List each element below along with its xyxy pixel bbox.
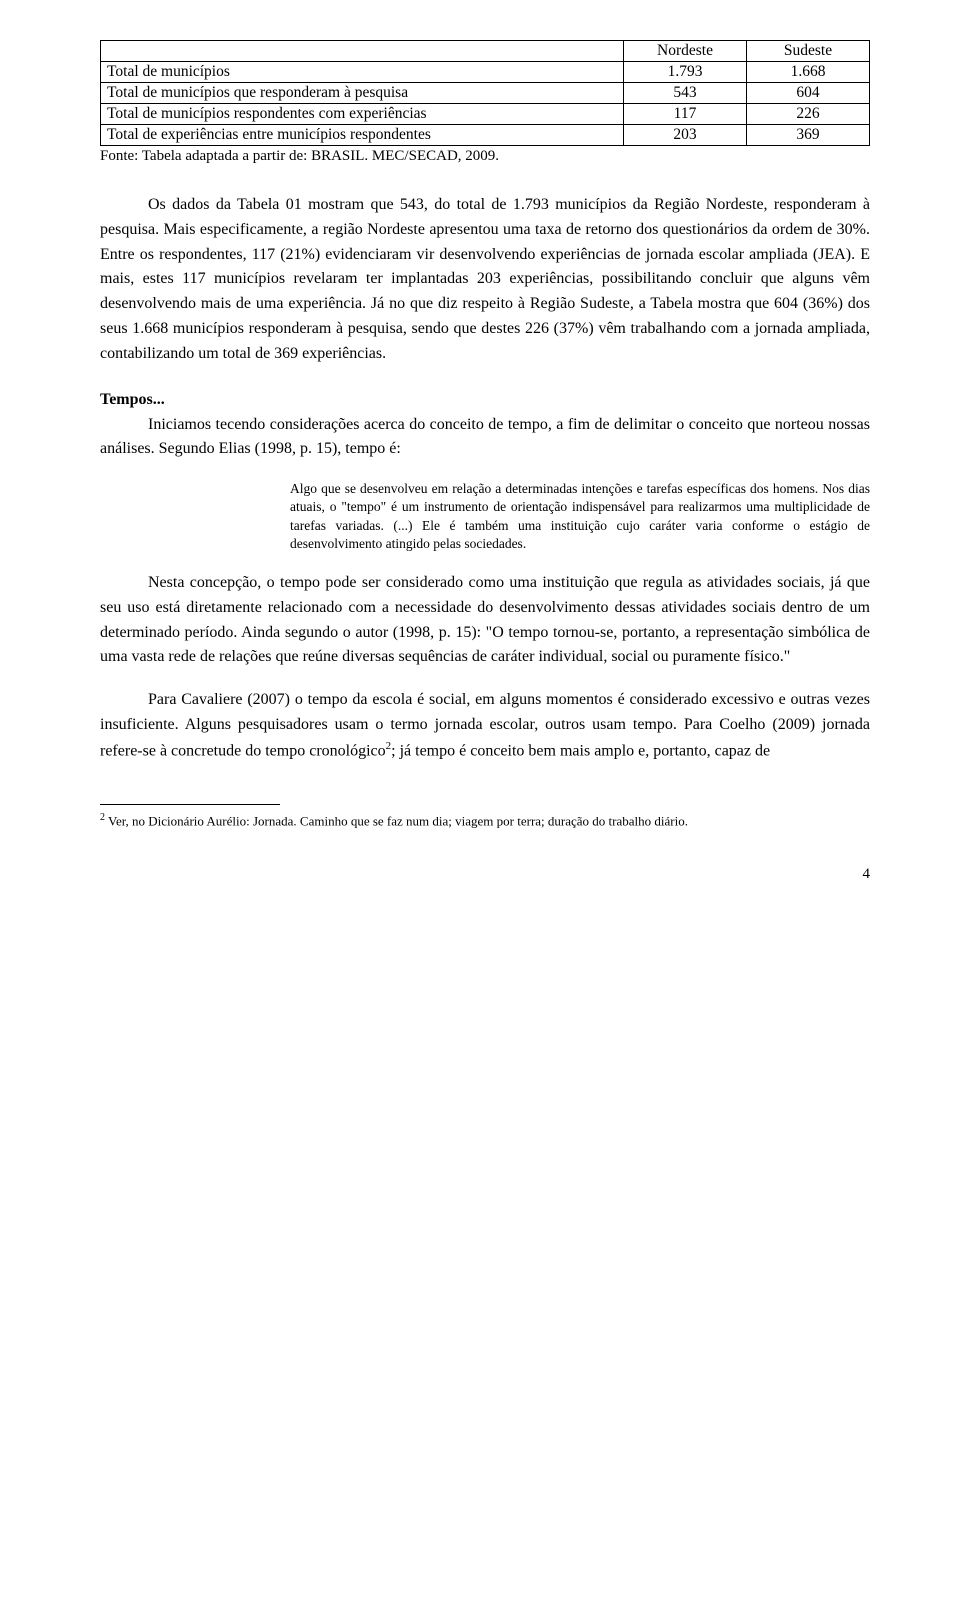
footnote-separator bbox=[100, 804, 280, 805]
row-label: Total de municípios respondentes com exp… bbox=[101, 104, 624, 125]
table-row: Total de municípios respondentes com exp… bbox=[101, 104, 870, 125]
row-value: 543 bbox=[624, 83, 747, 104]
para4-text-b: ; já tempo é conceito bem mais amplo e, … bbox=[391, 742, 770, 759]
table-row: Total de municípios que responderam à pe… bbox=[101, 83, 870, 104]
paragraph-2: Iniciamos tecendo considerações acerca d… bbox=[100, 413, 870, 463]
row-value: 117 bbox=[624, 104, 747, 125]
row-label: Total de municípios bbox=[101, 62, 624, 83]
footnote-2: 2 Ver, no Dicionário Aurélio: Jornada. C… bbox=[100, 811, 870, 830]
municipios-table: Nordeste Sudeste Total de municípios 1.7… bbox=[100, 40, 870, 146]
paragraph-3: Nesta concepção, o tempo pode ser consid… bbox=[100, 571, 870, 670]
table-row: Total de municípios 1.793 1.668 bbox=[101, 62, 870, 83]
footnote-text: Ver, no Dicionário Aurélio: Jornada. Cam… bbox=[105, 813, 688, 828]
blank-header-cell bbox=[101, 41, 624, 62]
row-value: 369 bbox=[747, 125, 870, 146]
row-value: 226 bbox=[747, 104, 870, 125]
row-value: 1.793 bbox=[624, 62, 747, 83]
row-value: 203 bbox=[624, 125, 747, 146]
row-label: Total de municípios que responderam à pe… bbox=[101, 83, 624, 104]
blockquote-elias: Algo que se desenvolveu em relação a det… bbox=[290, 480, 870, 553]
row-value: 1.668 bbox=[747, 62, 870, 83]
table-header-row: Nordeste Sudeste bbox=[101, 41, 870, 62]
col-header-nordeste: Nordeste bbox=[624, 41, 747, 62]
row-label: Total de experiências entre municípios r… bbox=[101, 125, 624, 146]
section-heading-tempos: Tempos... bbox=[100, 391, 870, 409]
page-number: 4 bbox=[100, 866, 870, 883]
table-row: Total de experiências entre municípios r… bbox=[101, 125, 870, 146]
table-source-note: Fonte: Tabela adaptada a partir de: BRAS… bbox=[100, 148, 870, 165]
row-value: 604 bbox=[747, 83, 870, 104]
paragraph-1: Os dados da Tabela 01 mostram que 543, d… bbox=[100, 193, 870, 367]
paragraph-4: Para Cavaliere (2007) o tempo da escola … bbox=[100, 688, 870, 764]
col-header-sudeste: Sudeste bbox=[747, 41, 870, 62]
document-page: Nordeste Sudeste Total de municípios 1.7… bbox=[0, 0, 960, 943]
